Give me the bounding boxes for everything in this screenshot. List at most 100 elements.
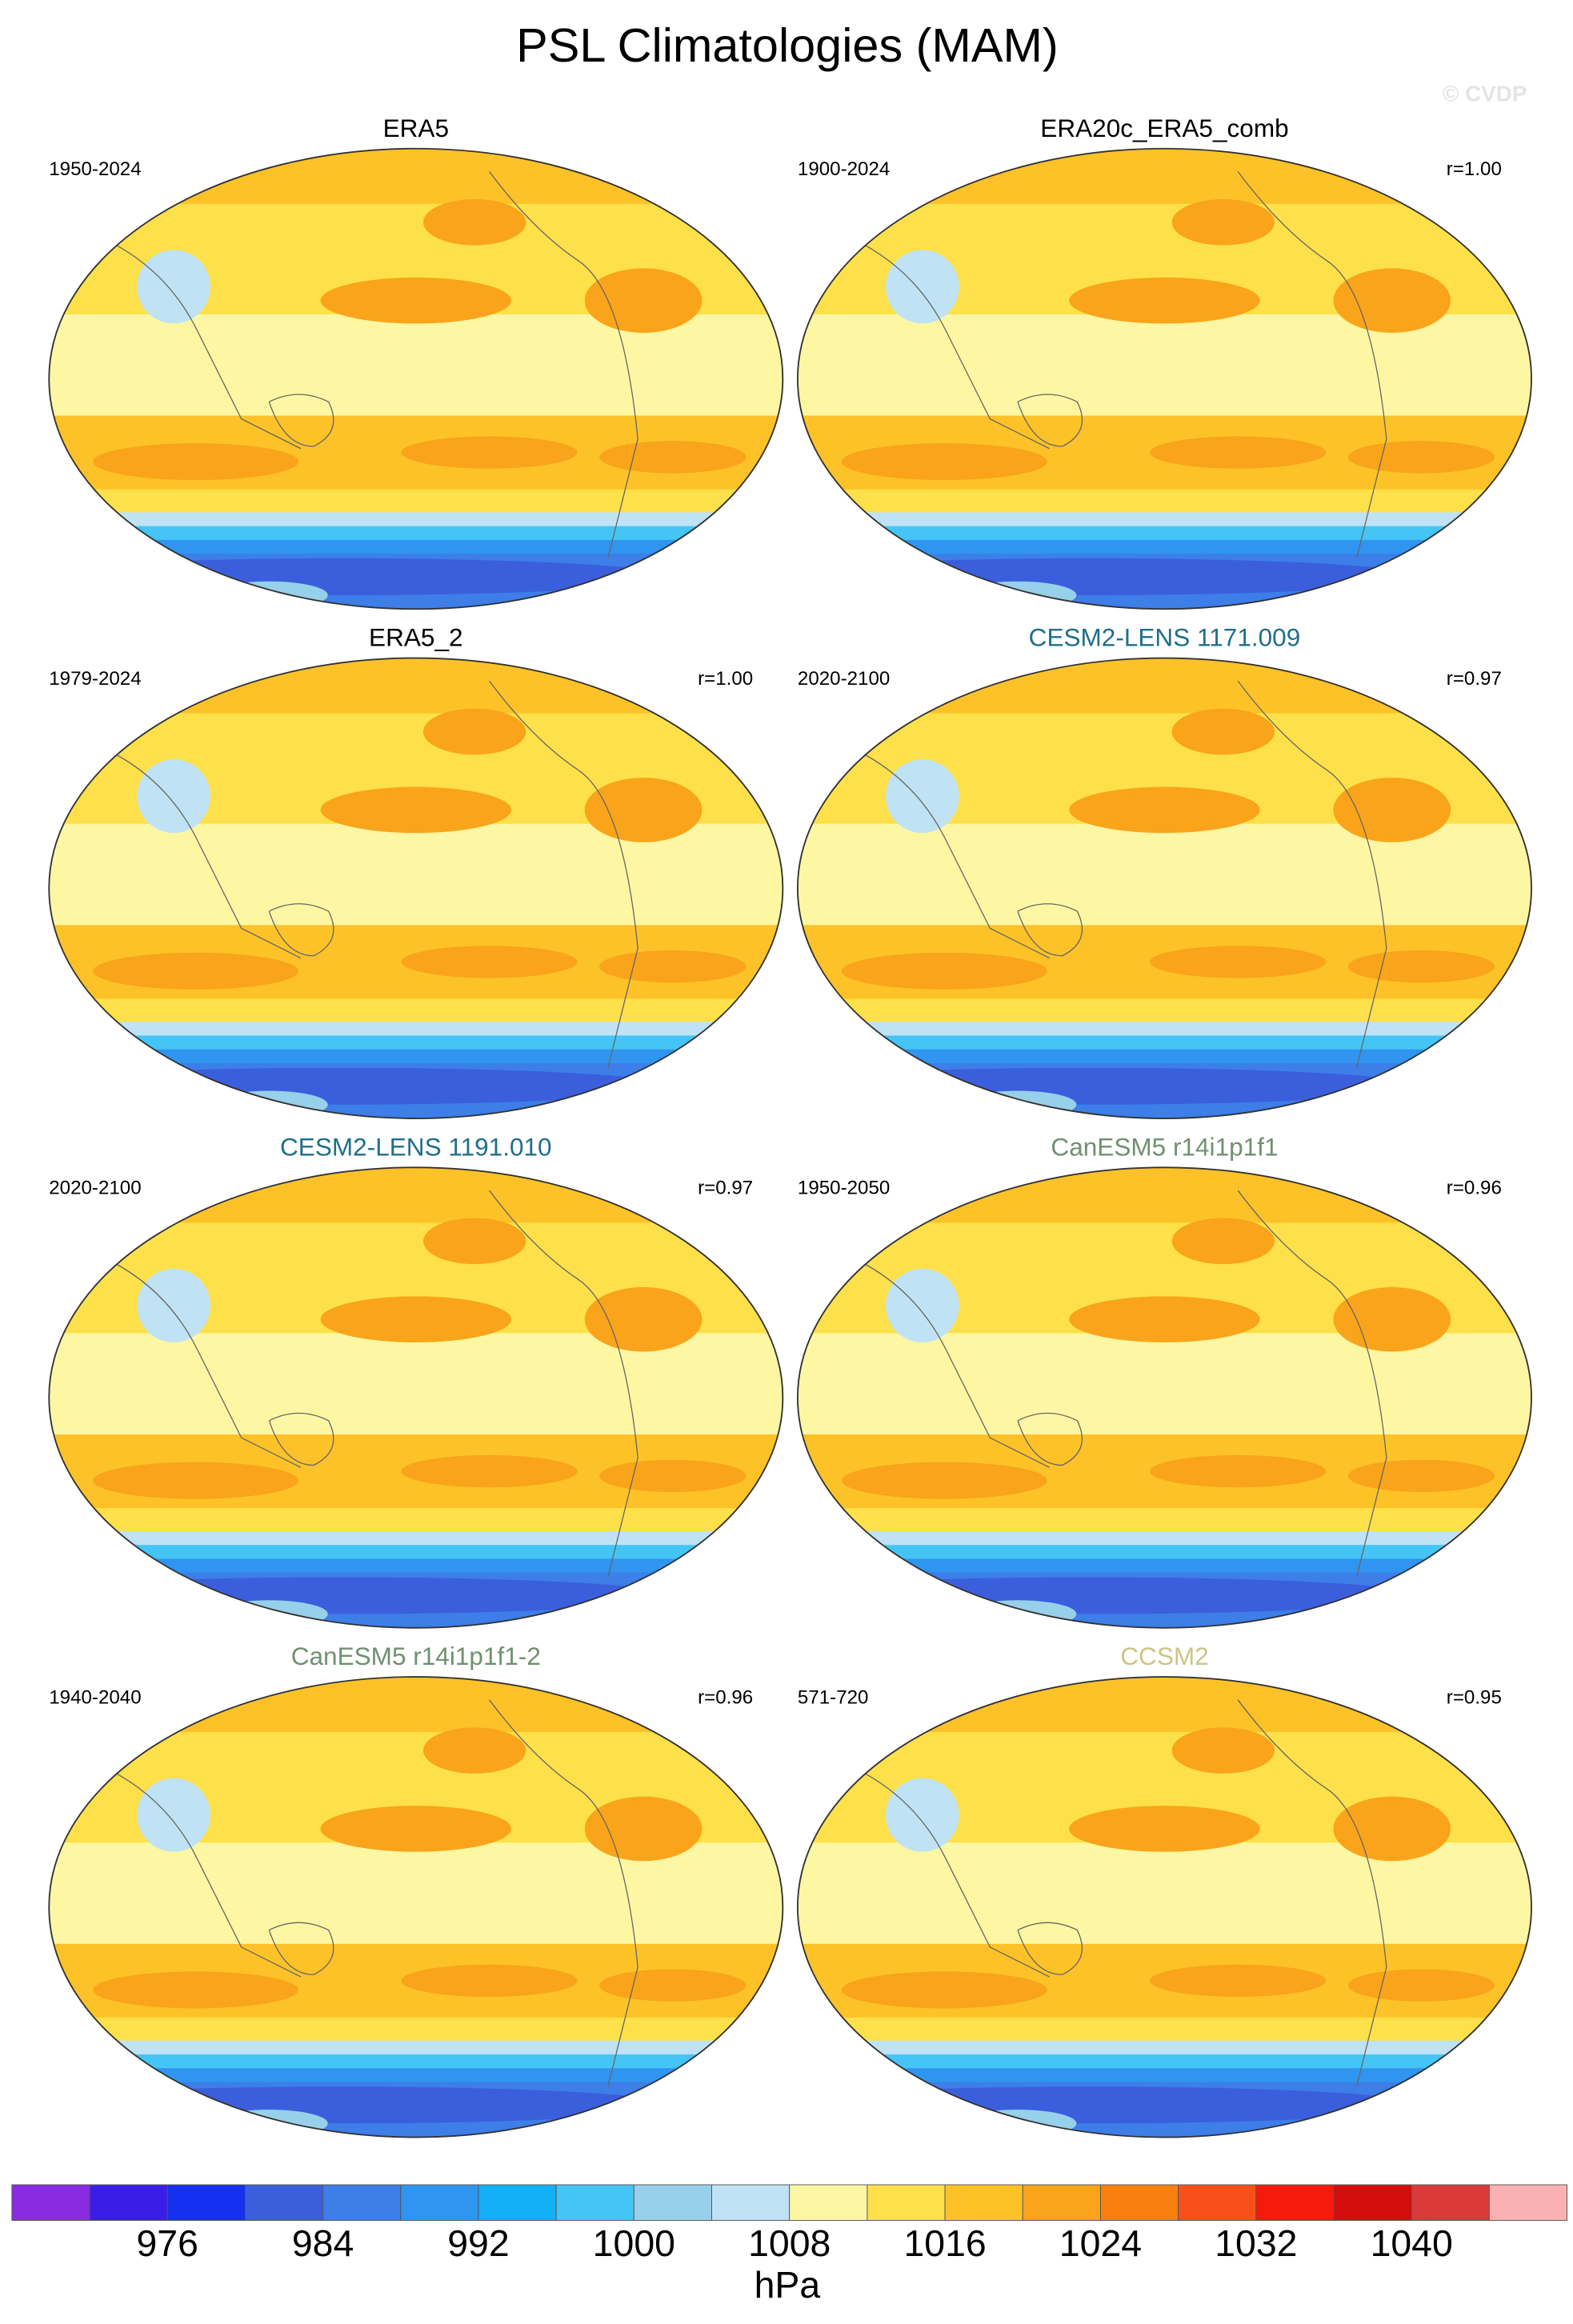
panel-title: CCSM2 bbox=[1120, 1642, 1208, 1670]
pressure-cell bbox=[599, 1969, 746, 2002]
pressure-band bbox=[797, 998, 1532, 1023]
coastline bbox=[268, 394, 334, 447]
pressure-cell bbox=[1347, 1459, 1495, 1493]
pressure-cell bbox=[1347, 950, 1495, 983]
coastline bbox=[107, 750, 302, 959]
panel-period: 1950-2050 bbox=[798, 1178, 890, 1199]
map-border bbox=[796, 657, 1532, 1119]
coastline bbox=[1237, 1699, 1387, 2086]
colorbar-box bbox=[322, 2184, 402, 2221]
map-field bbox=[797, 658, 1532, 1119]
pressure-cell bbox=[841, 1462, 1047, 1499]
colorbar-box bbox=[633, 2184, 712, 2221]
watermark: © CVDP bbox=[1443, 81, 1527, 106]
pressure-cell bbox=[1171, 708, 1275, 755]
pressure-cell bbox=[1347, 441, 1495, 474]
pressure-cell bbox=[797, 2086, 1422, 2124]
pressure-cell bbox=[1171, 199, 1275, 246]
pressure-cell bbox=[797, 558, 1422, 595]
pressure-cell bbox=[401, 946, 578, 978]
pressure-cell bbox=[137, 1778, 211, 1852]
colorbar-label: 1040 bbox=[1371, 2222, 1453, 2264]
pressure-cell bbox=[422, 199, 526, 246]
colorbar-box bbox=[478, 2184, 557, 2221]
panel-period: 571-720 bbox=[798, 1686, 869, 1708]
pressure-band bbox=[797, 658, 1532, 714]
pressure-band bbox=[49, 1167, 783, 1224]
colorbar-box bbox=[555, 2184, 634, 2221]
coastline bbox=[489, 171, 638, 558]
pressure-band bbox=[49, 1558, 783, 1574]
coastline bbox=[856, 1258, 1050, 1468]
colorbar-box bbox=[400, 2184, 479, 2221]
coastline bbox=[856, 1768, 1050, 1978]
pressure-cell bbox=[210, 581, 328, 610]
pressure-band bbox=[797, 526, 1532, 541]
pressure-cell bbox=[1069, 1806, 1260, 1852]
pressure-band bbox=[797, 148, 1532, 205]
pressure-band bbox=[797, 2017, 1532, 2042]
panel-correlation: r=0.97 bbox=[698, 1178, 753, 1199]
coastline bbox=[1017, 903, 1083, 957]
pressure-cell bbox=[1069, 786, 1260, 834]
pressure-cell bbox=[210, 2110, 328, 2138]
coastline bbox=[268, 1922, 334, 1975]
pressure-band bbox=[797, 314, 1532, 417]
pressure-cell bbox=[320, 1296, 512, 1342]
colorbar-box bbox=[11, 2184, 90, 2221]
pressure-band bbox=[49, 1035, 783, 1050]
pressure-cell bbox=[137, 1268, 211, 1342]
pressure-band bbox=[49, 489, 783, 514]
map-field bbox=[49, 658, 783, 1119]
colorbar-label: 1032 bbox=[1215, 2222, 1297, 2264]
pressure-band bbox=[49, 1508, 783, 1532]
pressure-cell bbox=[422, 708, 526, 755]
pressure-band bbox=[49, 2054, 783, 2070]
panel-correlation: r=0.96 bbox=[1447, 1178, 1502, 1199]
colorbar-box bbox=[789, 2184, 868, 2221]
pressure-cell bbox=[320, 786, 512, 834]
coastline bbox=[1017, 1412, 1083, 1466]
pressure-band bbox=[797, 1677, 1532, 1734]
pressure-cell bbox=[401, 1454, 578, 1488]
pressure-band bbox=[797, 1022, 1532, 1037]
colorbar-box bbox=[244, 2184, 324, 2221]
pressure-cell bbox=[93, 1971, 299, 2009]
pressure-band bbox=[797, 2068, 1532, 2083]
coastline bbox=[1237, 680, 1387, 1068]
map-border bbox=[796, 1676, 1532, 2138]
pressure-band bbox=[49, 1530, 783, 1546]
pressure-cell bbox=[599, 950, 746, 983]
colorbar-box bbox=[944, 2184, 1023, 2221]
pressure-band bbox=[797, 1167, 1532, 1224]
panel-period: 2020-2100 bbox=[798, 668, 890, 690]
pressure-band bbox=[797, 1842, 1532, 1945]
panel-title: CESM2-LENS 1191.010 bbox=[280, 1132, 552, 1161]
coastline bbox=[1017, 394, 1083, 447]
pressure-cell bbox=[584, 1286, 702, 1352]
pressure-band bbox=[49, 1022, 783, 1037]
pressure-cell bbox=[885, 250, 959, 324]
panel-title: CanESM5 r14i1p1f1-2 bbox=[291, 1642, 541, 1670]
panel-correlation: r=0.95 bbox=[1447, 1686, 1502, 1708]
pressure-band bbox=[797, 1558, 1532, 1574]
pressure-band bbox=[49, 1842, 783, 1945]
pressure-cell bbox=[959, 1600, 1077, 1628]
pressure-cell bbox=[1171, 1727, 1275, 1774]
colorbar-unit: hPa bbox=[754, 2264, 821, 2306]
pressure-band bbox=[49, 539, 783, 555]
coastline bbox=[489, 1190, 638, 1577]
panel-correlation: r=1.00 bbox=[698, 668, 753, 690]
pressure-cell bbox=[959, 1090, 1077, 1119]
map-border bbox=[48, 147, 784, 610]
panel-correlation: r=0.97 bbox=[1447, 668, 1502, 690]
pressure-cell bbox=[1333, 778, 1451, 842]
coastline bbox=[107, 240, 302, 450]
pressure-cell bbox=[1150, 946, 1327, 978]
pressure-band bbox=[49, 2068, 783, 2083]
map-border bbox=[796, 1166, 1532, 1629]
pressure-band bbox=[797, 1508, 1532, 1532]
pressure-cell bbox=[1333, 268, 1451, 333]
pressure-cell bbox=[959, 581, 1077, 610]
pressure-band bbox=[49, 658, 783, 714]
